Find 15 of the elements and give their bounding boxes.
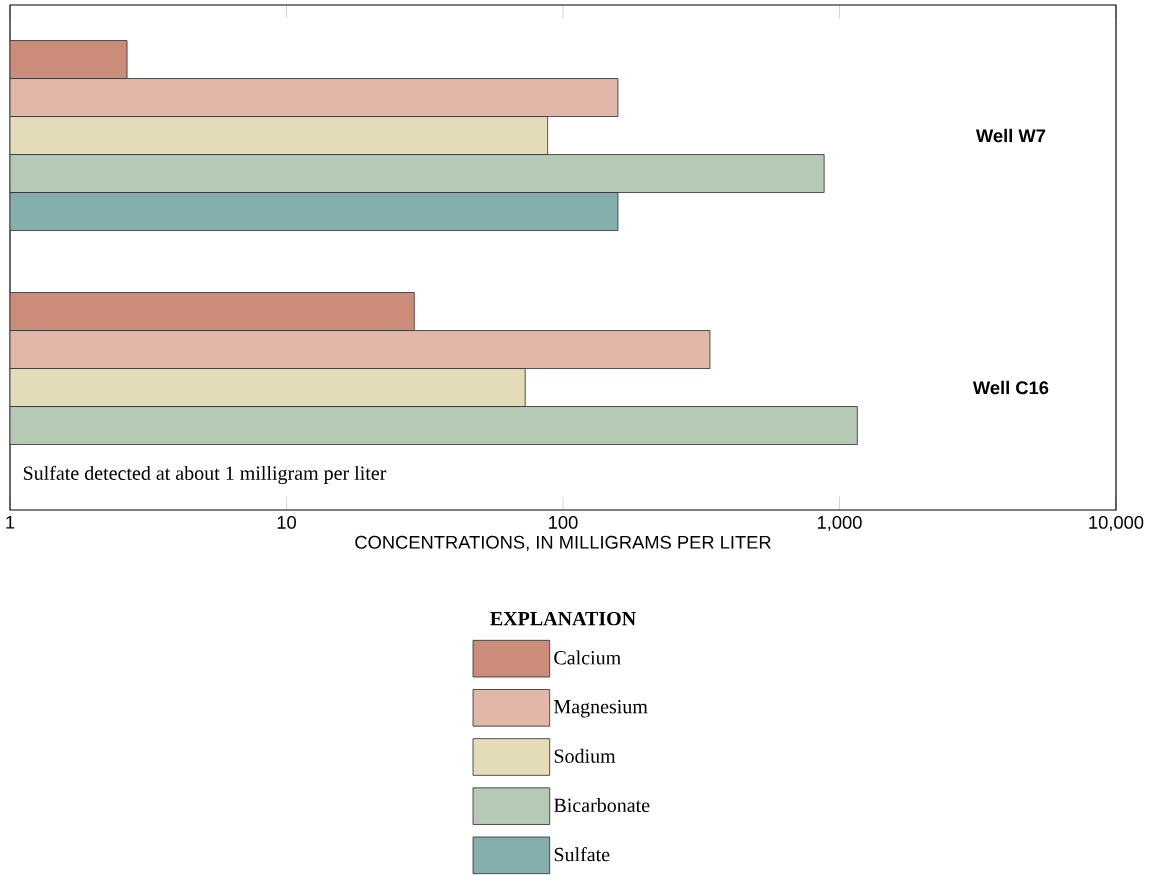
legend-label: Bicarbonate — [554, 797, 650, 813]
x-tick-label: 10,000 — [1089, 515, 1144, 532]
x-tick-label: 10 — [277, 515, 296, 529]
legend-label: Calcium — [554, 650, 621, 665]
legend-label: Sulfate — [554, 847, 610, 862]
x-tick-label: 100 — [549, 515, 578, 529]
legend-label: Magnesium — [554, 699, 648, 718]
x-tick-label: 1 — [6, 515, 15, 529]
y-tick-label: Well W7 — [975, 128, 1046, 143]
y-tick-label: Well C16 — [972, 380, 1049, 395]
annotation: Sulfate detected at about 1 milligram per liter — [23, 465, 387, 485]
legend-title: EXPLANATION — [490, 611, 636, 626]
legend-label: Sodium — [554, 748, 616, 763]
x-axis-title: CONCENTRATIONS, IN MILLIGRAMS PER LITER — [355, 535, 771, 551]
x-tick-label: 1,000 — [817, 515, 862, 532]
